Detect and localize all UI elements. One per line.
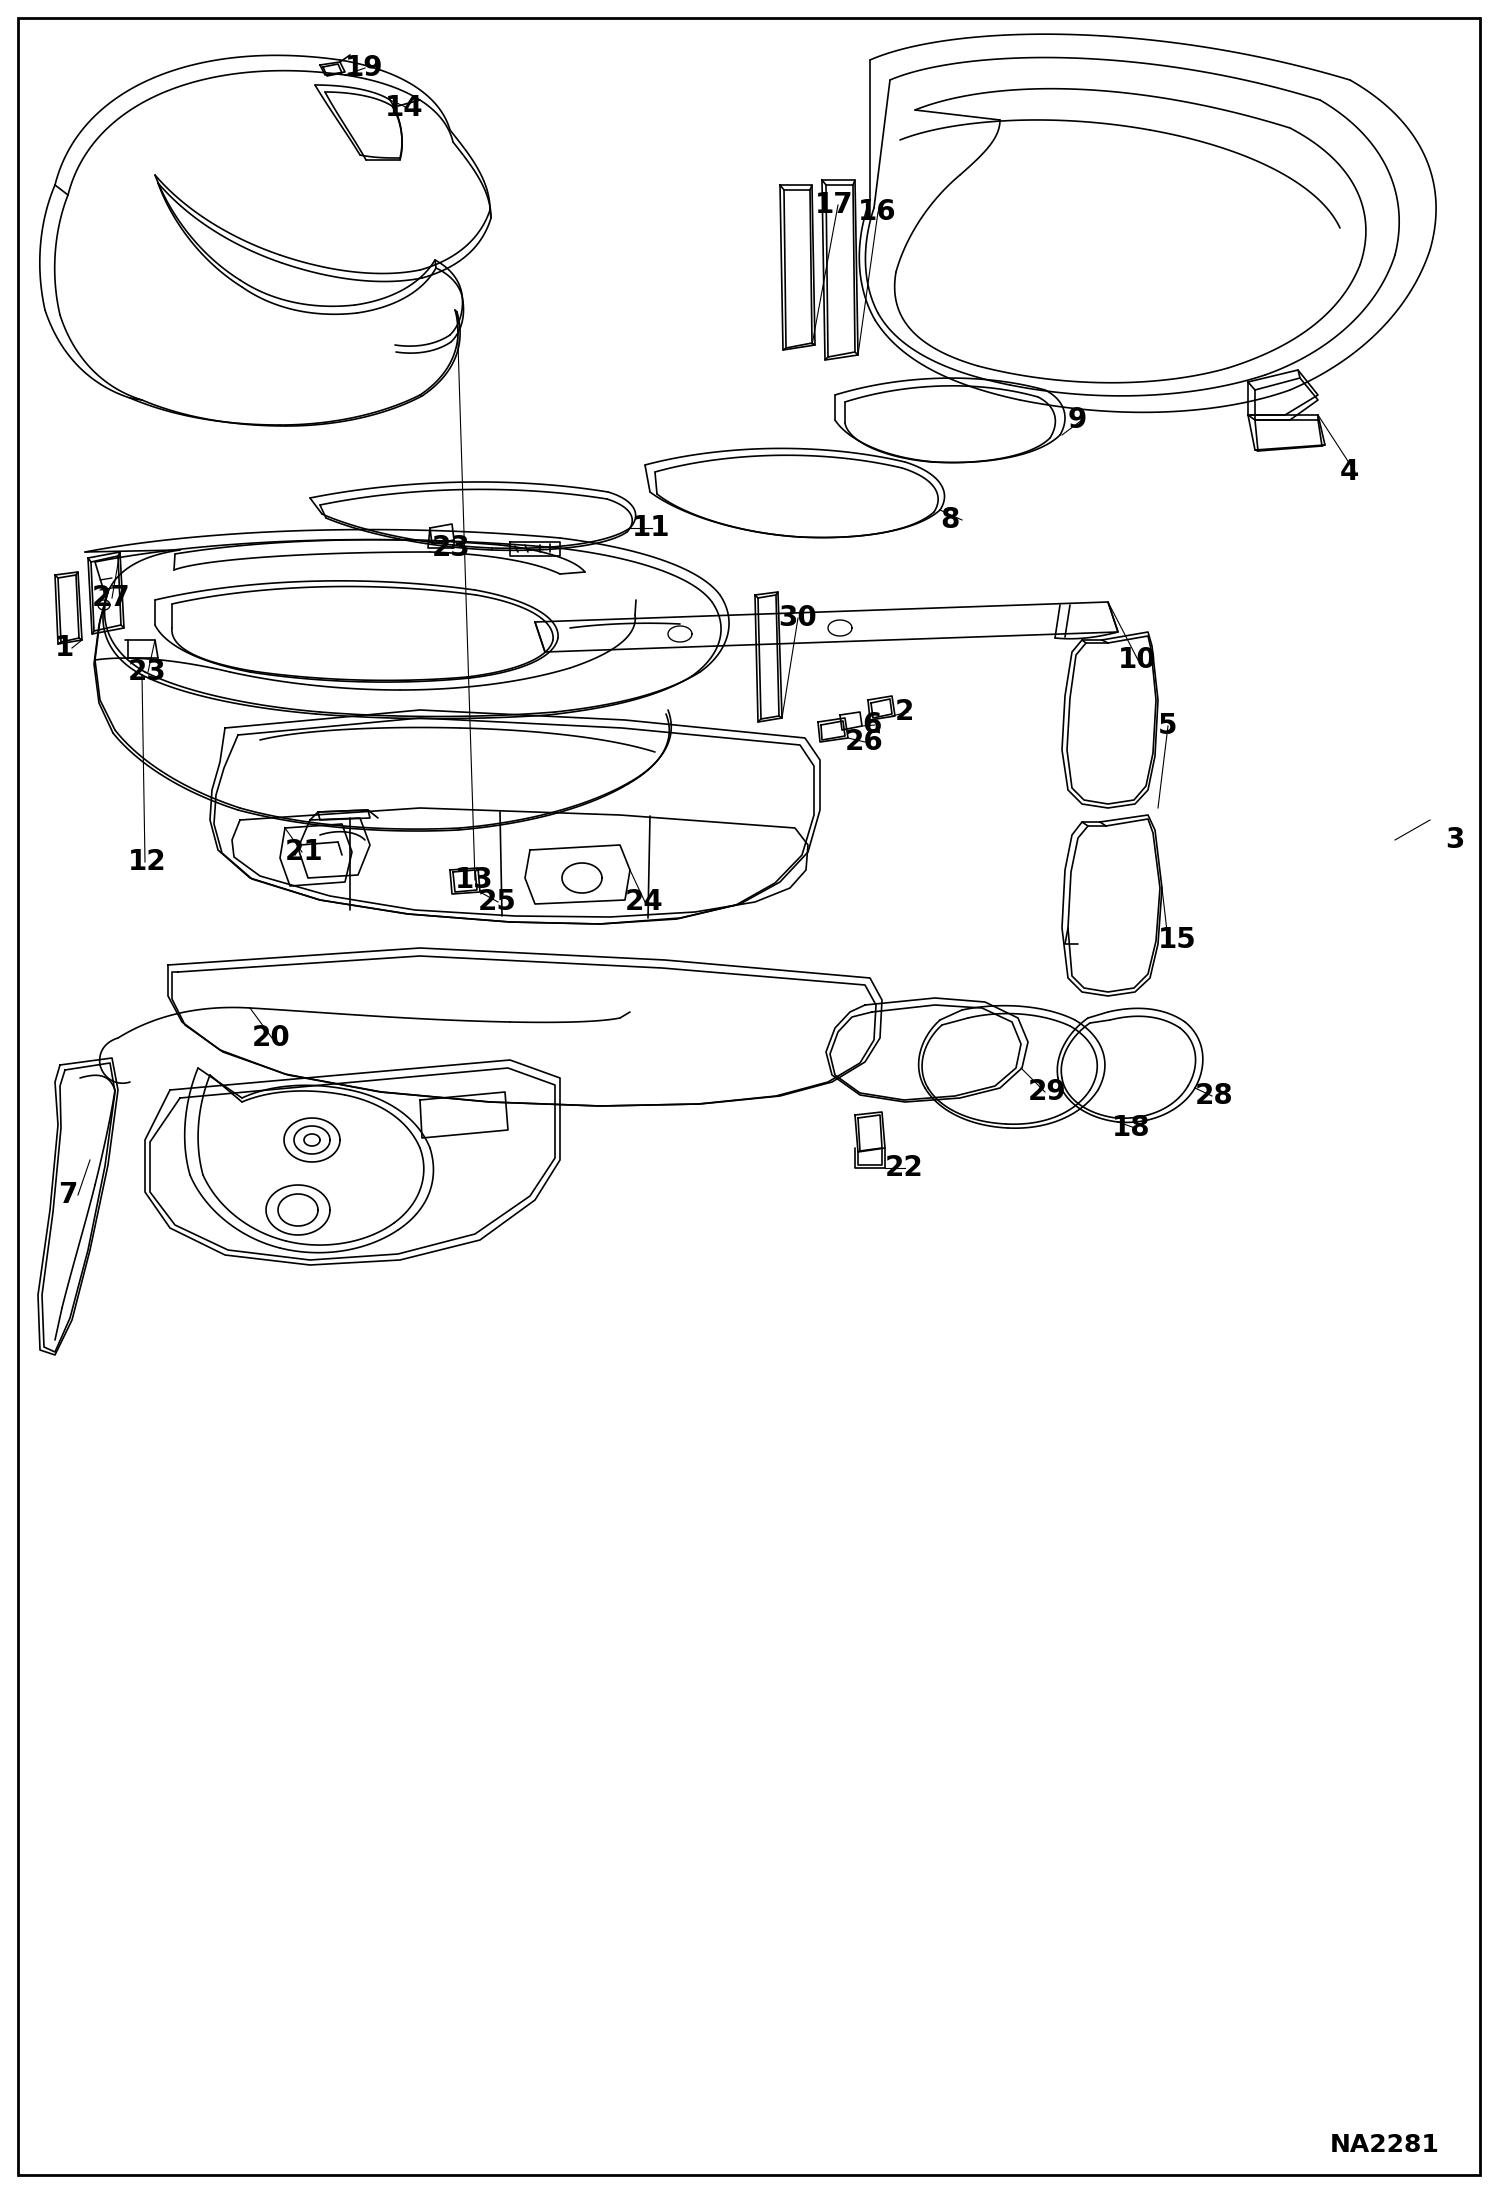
Text: 27: 27 bbox=[91, 583, 130, 612]
Text: 26: 26 bbox=[845, 728, 884, 757]
Text: 17: 17 bbox=[815, 191, 854, 219]
Text: 14: 14 bbox=[385, 94, 424, 123]
Text: 23: 23 bbox=[127, 658, 166, 686]
Text: 18: 18 bbox=[1112, 1114, 1150, 1143]
Text: 15: 15 bbox=[1158, 925, 1197, 954]
Text: 16: 16 bbox=[858, 197, 897, 226]
Text: 30: 30 bbox=[777, 603, 816, 632]
Text: 5: 5 bbox=[1158, 713, 1177, 739]
Text: 24: 24 bbox=[625, 888, 664, 917]
Text: 3: 3 bbox=[1446, 827, 1465, 853]
Text: 1: 1 bbox=[55, 634, 75, 662]
Text: 22: 22 bbox=[885, 1154, 924, 1182]
Text: 25: 25 bbox=[478, 888, 517, 917]
Text: 29: 29 bbox=[1028, 1079, 1067, 1105]
Text: 20: 20 bbox=[252, 1024, 291, 1053]
Text: 9: 9 bbox=[1068, 406, 1088, 434]
Text: 10: 10 bbox=[1118, 647, 1156, 673]
Text: 12: 12 bbox=[127, 849, 166, 875]
Text: NA2281: NA2281 bbox=[1330, 2134, 1440, 2158]
Text: 28: 28 bbox=[1195, 1081, 1234, 1110]
Text: 2: 2 bbox=[894, 697, 914, 726]
Text: 4: 4 bbox=[1341, 458, 1359, 487]
Text: 7: 7 bbox=[58, 1182, 78, 1208]
Text: 8: 8 bbox=[941, 507, 959, 535]
Text: 21: 21 bbox=[285, 838, 324, 866]
Text: 13: 13 bbox=[455, 866, 494, 895]
Text: 23: 23 bbox=[431, 535, 470, 561]
Text: 11: 11 bbox=[632, 513, 671, 542]
Text: 6: 6 bbox=[861, 711, 881, 739]
Text: 19: 19 bbox=[345, 55, 383, 81]
